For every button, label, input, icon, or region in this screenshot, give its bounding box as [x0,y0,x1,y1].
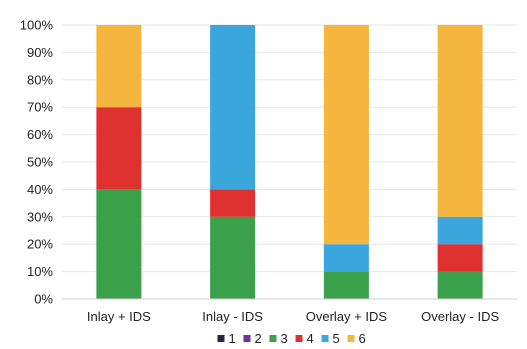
y-tick-label: 50% [27,155,53,170]
y-tick-label: 40% [27,182,53,197]
bar-segment-series-5 [437,216,483,245]
y-tick-label: 0% [34,292,53,307]
legend-label: 4 [307,331,314,346]
legend-swatch-2 [243,335,251,342]
legend-label: 6 [359,331,366,346]
bar-segment-series-4 [437,244,483,272]
y-tick-label: 70% [27,100,53,115]
y-tick-label: 30% [27,209,53,224]
bar-segment-series-4 [210,189,256,217]
x-category-label: Inlay - IDS [202,309,263,324]
y-tick-label: 80% [27,72,53,87]
legend-swatch-5 [321,335,329,342]
y-tick-label: 10% [27,264,53,279]
x-category-label: Overlay + IDS [306,309,388,324]
bar-segment-series-5 [210,25,256,190]
y-tick-label: 100% [20,18,54,33]
legend-label: 3 [281,331,288,346]
legend-swatch-6 [347,335,355,342]
legend-label: 2 [255,331,262,346]
legend-swatch-4 [295,335,303,342]
bar-segment-series-6 [437,25,483,217]
legend-label: 1 [229,331,236,346]
y-tick-label: 60% [27,127,53,142]
legend-label: 5 [333,331,340,346]
y-tick-label: 90% [27,45,53,60]
x-axis-category-labels: Inlay + IDS Inlay - IDS Overlay + IDS Overl… [87,309,500,324]
x-category-label: Inlay + IDS [87,309,151,324]
bar-segment-series-3 [323,271,369,299]
legend-swatch-1 [217,335,225,342]
legend-swatch-3 [269,335,277,342]
bar-segment-series-3 [210,216,256,299]
bar-segment-series-3 [437,271,483,299]
bar-segment-series-5 [323,244,369,272]
bar-segment-series-6 [323,25,369,245]
y-tick-label: 20% [27,237,53,252]
bar-segment-series-3 [96,189,142,299]
legend: 1 2 3 4 5 6 [217,331,366,346]
y-axis-tick-labels: 0% 10% 20% 30% 40% 50% 60% 70% 80% 90% 100% [20,18,54,307]
bar-segments [96,25,483,299]
x-category-label: Overlay - IDS [421,309,499,324]
bar-segment-series-4 [96,107,142,190]
bar-segment-series-6 [96,25,142,108]
